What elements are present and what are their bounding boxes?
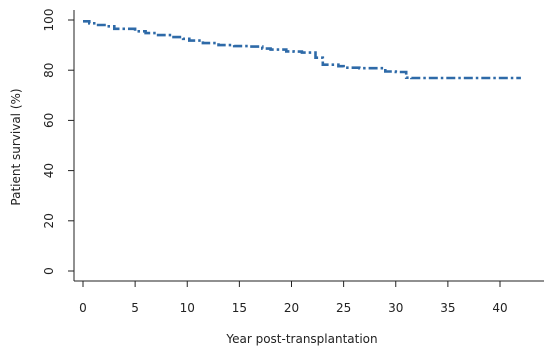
survival-line-series-0	[83, 20, 521, 80]
y-tick-label: 20	[42, 213, 56, 228]
y-axis-label: Patient survival (%)	[9, 88, 23, 205]
y-tick-label: 0	[42, 267, 56, 275]
y-tick-label: 40	[42, 163, 56, 178]
series-group	[83, 20, 521, 80]
x-tick-label: 35	[440, 301, 455, 315]
x-axis-label: Year post-transplantation	[225, 332, 377, 346]
x-tick-label: 40	[492, 301, 507, 315]
x-tick-label: 30	[388, 301, 403, 315]
axes: 0 5 10 15 20 25 30 35 40 0 20 40 60 80 100	[42, 9, 544, 315]
x-tick-label: 0	[79, 301, 87, 315]
x-tick-label: 20	[284, 301, 299, 315]
y-tick-label: 60	[42, 113, 56, 128]
x-tick-label: 15	[232, 301, 247, 315]
x-tick-label: 10	[180, 301, 195, 315]
y-tick-label: 80	[42, 63, 56, 78]
y-tick-label: 100	[42, 9, 56, 32]
x-tick-label: 25	[336, 301, 351, 315]
x-tick-label: 5	[131, 301, 139, 315]
